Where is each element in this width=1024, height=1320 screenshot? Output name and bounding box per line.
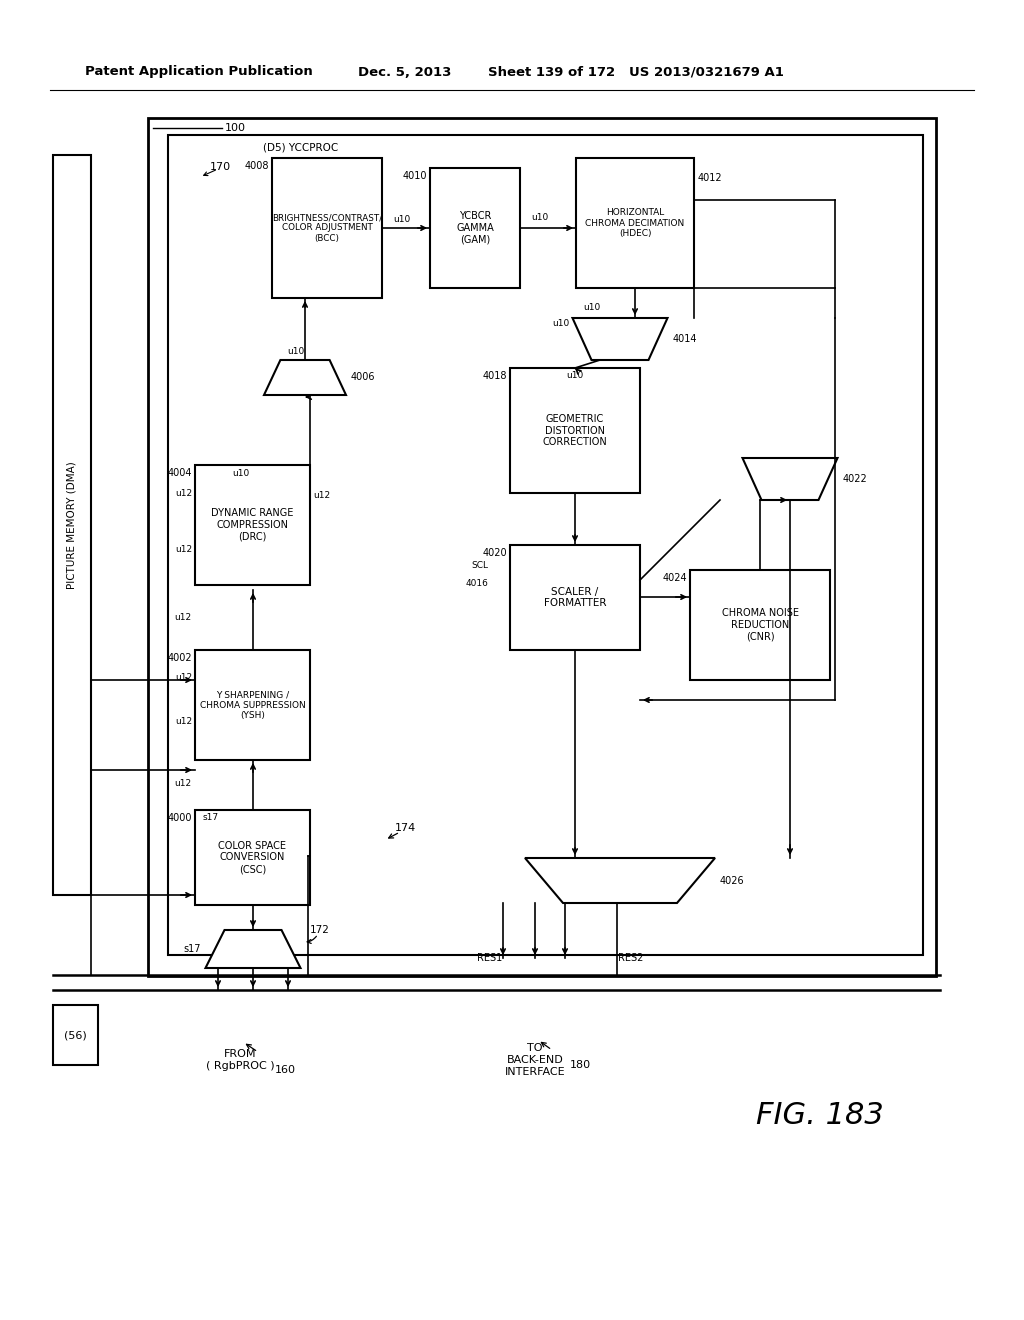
Bar	[272, 158, 382, 298]
Text: COLOR SPACE
CONVERSION
(CSC): COLOR SPACE CONVERSION (CSC)	[218, 841, 287, 874]
Text: SCL: SCL	[471, 561, 488, 569]
Text: 4020: 4020	[482, 548, 507, 558]
Text: BRIGHTNESS/CONTRAST/
COLOR ADJUSTMENT
(BCC): BRIGHTNESS/CONTRAST/ COLOR ADJUSTMENT (B…	[272, 213, 382, 243]
Text: u12: u12	[174, 614, 191, 623]
Text: Y SHARPENING /
CHROMA SUPPRESSION
(YSH): Y SHARPENING / CHROMA SUPPRESSION (YSH)	[200, 690, 305, 719]
Polygon shape	[264, 360, 346, 395]
Text: 4016: 4016	[465, 578, 488, 587]
Polygon shape	[206, 931, 300, 968]
Text: 180: 180	[570, 1060, 591, 1071]
Text: PICTURE MEMORY (DMA): PICTURE MEMORY (DMA)	[67, 461, 77, 589]
Bar	[690, 570, 830, 680]
Text: TO
BACK-END
INTERFACE: TO BACK-END INTERFACE	[505, 1043, 565, 1077]
Text: u12: u12	[175, 545, 193, 554]
Text: 4010: 4010	[402, 172, 427, 181]
Text: DYNAMIC RANGE
COMPRESSION
(DRC): DYNAMIC RANGE COMPRESSION (DRC)	[211, 508, 294, 541]
Text: FROM
( RgbPROC ): FROM ( RgbPROC )	[206, 1049, 274, 1071]
Bar	[510, 368, 640, 492]
Bar	[195, 465, 310, 585]
Text: 170: 170	[210, 162, 231, 172]
Text: RES1: RES1	[477, 953, 502, 964]
Polygon shape	[742, 458, 838, 500]
Bar	[575, 158, 694, 288]
Bar	[430, 168, 520, 288]
Text: u10: u10	[531, 214, 549, 223]
Text: (56): (56)	[65, 1030, 87, 1040]
Text: GEOMETRIC
DISTORTION
CORRECTION: GEOMETRIC DISTORTION CORRECTION	[543, 414, 607, 447]
Text: u10: u10	[583, 304, 600, 313]
Text: Patent Application Publication: Patent Application Publication	[85, 66, 312, 78]
Text: 4014: 4014	[673, 334, 697, 345]
Text: 4002: 4002	[167, 653, 193, 663]
Text: u10: u10	[552, 318, 569, 327]
Text: Dec. 5, 2013: Dec. 5, 2013	[358, 66, 452, 78]
Text: FIG. 183: FIG. 183	[756, 1101, 884, 1130]
Text: SCALER /
FORMATTER: SCALER / FORMATTER	[544, 586, 606, 609]
Text: u12: u12	[313, 491, 330, 499]
Bar	[53, 154, 91, 895]
Text: u10: u10	[288, 347, 305, 356]
Bar	[53, 1005, 98, 1065]
Polygon shape	[572, 318, 668, 360]
Text: 172: 172	[310, 925, 330, 935]
Bar	[195, 810, 310, 906]
Text: HORIZONTAL
CHROMA DECIMATION
(HDEC): HORIZONTAL CHROMA DECIMATION (HDEC)	[586, 209, 685, 238]
Bar	[148, 117, 936, 975]
Text: u12: u12	[175, 488, 193, 498]
Text: 4008: 4008	[245, 161, 269, 172]
Polygon shape	[525, 858, 715, 903]
Text: Sheet 139 of 172   US 2013/0321679 A1: Sheet 139 of 172 US 2013/0321679 A1	[488, 66, 784, 78]
Text: 4018: 4018	[482, 371, 507, 381]
Text: u12: u12	[175, 673, 193, 682]
Text: 160: 160	[275, 1065, 296, 1074]
Text: 4006: 4006	[351, 372, 376, 383]
Text: 174: 174	[395, 822, 416, 833]
Text: s17: s17	[203, 813, 219, 822]
Text: (D5) YCCPROC: (D5) YCCPROC	[263, 143, 338, 152]
Bar	[168, 135, 923, 954]
Text: s17: s17	[183, 944, 201, 954]
Text: 4004: 4004	[168, 469, 193, 478]
Bar	[195, 649, 310, 760]
Text: 4024: 4024	[663, 573, 687, 583]
Text: 4000: 4000	[168, 813, 193, 822]
Text: u12: u12	[174, 779, 191, 788]
Text: 4012: 4012	[698, 173, 723, 183]
Text: u10: u10	[232, 469, 250, 478]
Text: 4022: 4022	[843, 474, 867, 484]
Text: YCBCR
GAMMA
(GAM): YCBCR GAMMA (GAM)	[456, 211, 494, 244]
Text: CHROMA NOISE
REDUCTION
(CNR): CHROMA NOISE REDUCTION (CNR)	[722, 609, 799, 642]
Text: u12: u12	[175, 718, 193, 726]
Text: 4026: 4026	[720, 875, 744, 886]
Text: u10: u10	[393, 215, 411, 224]
Text: u10: u10	[566, 371, 584, 380]
Text: RES2: RES2	[618, 953, 643, 964]
Text: 100: 100	[225, 123, 246, 133]
Bar	[510, 545, 640, 649]
